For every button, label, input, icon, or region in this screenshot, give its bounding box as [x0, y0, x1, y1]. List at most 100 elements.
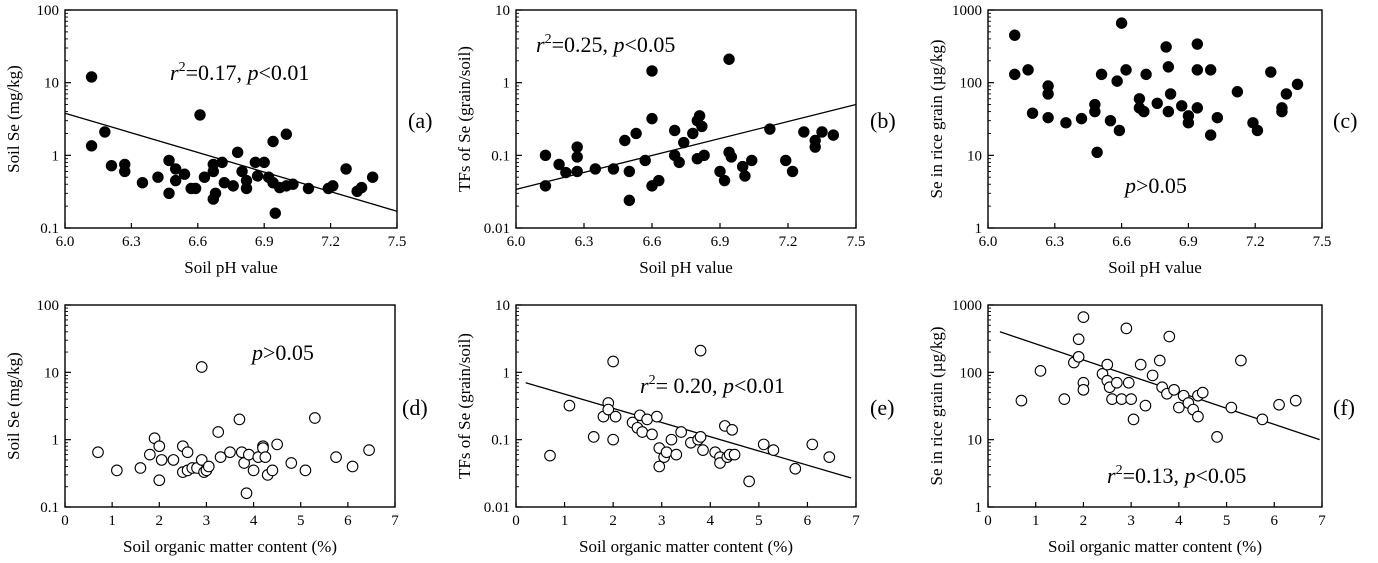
plot-frame: [987, 304, 1323, 508]
data-point: [1225, 401, 1238, 414]
data-point: [1276, 105, 1288, 118]
data-point: [287, 178, 299, 190]
data-point: [587, 431, 600, 443]
data-point: [119, 165, 131, 178]
data-point: [673, 156, 685, 169]
data-point: [1095, 68, 1108, 81]
y-axis-label: Soil Se (mg/kg): [4, 65, 23, 173]
data-point: [271, 438, 283, 451]
data-point: [1034, 365, 1047, 377]
data-point: [1191, 38, 1204, 50]
data-point: [563, 399, 576, 412]
data-point: [1146, 369, 1159, 382]
y-tick-label: 100: [37, 3, 60, 19]
data-point: [195, 361, 208, 373]
data-point: [646, 428, 658, 441]
data-point: [609, 410, 622, 423]
data-point: [330, 451, 342, 463]
data-point: [1173, 401, 1185, 414]
y-tick-label: 100: [37, 298, 60, 314]
panel-label: (b): [870, 108, 896, 133]
panel-a: 6.0 6.3 6.6 6.9 7.2 7.5 0.1 1 10 100 Soil pH value…: [4, 3, 432, 277]
data-point: [1164, 88, 1177, 100]
y-tick-label: 10: [967, 433, 982, 449]
data-point: [1058, 393, 1071, 405]
x-tick-label: 4: [707, 513, 715, 529]
y-tick-label: 0.01: [484, 500, 510, 516]
data-point: [155, 454, 168, 466]
y-tick-label: 100: [960, 76, 983, 92]
y-tick-label: 0.1: [40, 500, 59, 516]
data-point: [668, 124, 681, 137]
data-point: [660, 446, 673, 459]
data-point: [1122, 376, 1135, 389]
data-point: [646, 112, 658, 125]
data-point: [764, 123, 776, 135]
x-tick-label: 2: [1080, 513, 1088, 529]
data-point: [1251, 124, 1264, 137]
data-point: [623, 194, 636, 207]
x-tick-label: 6.0: [979, 234, 998, 250]
data-point: [169, 174, 182, 187]
data-point: [1291, 78, 1304, 90]
data-point: [602, 403, 615, 416]
data-point: [111, 464, 123, 477]
data-point: [258, 156, 270, 169]
y-tick-label: 10: [495, 298, 510, 314]
data-point: [789, 462, 802, 475]
x-tick-label: 7.2: [1246, 234, 1265, 250]
data-point: [723, 53, 735, 65]
y-tick-label: 1000: [952, 3, 982, 19]
data-point: [233, 413, 246, 426]
data-point: [670, 448, 683, 461]
y-tick-label: 1: [503, 76, 511, 92]
plot-frame: [64, 9, 398, 229]
data-point: [1110, 376, 1123, 389]
y-tick-label: 0.1: [40, 221, 59, 237]
x-tick-label: 6.9: [1179, 234, 1198, 250]
data-point: [269, 207, 281, 219]
data-point: [806, 438, 819, 451]
data-point: [1289, 394, 1302, 407]
data-point: [1113, 124, 1126, 137]
data-point: [1077, 311, 1090, 324]
stat-annotation: p>0.05: [1123, 173, 1187, 198]
y-tick-label: 1: [52, 433, 60, 449]
data-point: [798, 126, 810, 138]
x-axis-label: Soil pH value: [639, 258, 733, 277]
data-point: [302, 182, 315, 195]
x-tick-label: 6.9: [711, 234, 730, 250]
data-point: [544, 449, 556, 462]
data-point: [827, 129, 840, 141]
data-point: [1072, 333, 1085, 346]
y-tick-label: 1000: [952, 298, 982, 314]
data-point: [1211, 431, 1223, 443]
data-point: [1120, 322, 1133, 335]
panel-label: (e): [870, 395, 894, 420]
x-tick-label: 7.5: [847, 234, 866, 250]
plot-frame: [515, 9, 857, 229]
data-point: [718, 174, 731, 187]
data-point: [1162, 61, 1175, 73]
x-tick-label: 5: [297, 513, 305, 529]
data-point: [1075, 112, 1088, 125]
data-point: [743, 475, 755, 488]
x-axis-label: Soil organic matter content (%): [579, 537, 793, 556]
data-point: [355, 181, 368, 194]
data-point: [1104, 114, 1117, 127]
data-point: [136, 177, 149, 189]
data-point: [195, 454, 208, 466]
x-tick-label: 7: [391, 513, 399, 529]
data-point: [181, 446, 194, 459]
data-point: [694, 431, 707, 443]
data-point: [267, 135, 279, 148]
data-point: [694, 344, 707, 357]
y-tick-label: 1: [52, 148, 60, 164]
data-point: [1280, 88, 1293, 100]
x-tick-label: 6.0: [56, 234, 75, 250]
data-point: [571, 141, 583, 153]
data-point: [85, 140, 98, 152]
panel-d: 0 1 2 3 4 5 6 7 0.1 1 10 100 Soil organic matter con…: [4, 298, 428, 556]
data-point: [207, 193, 219, 205]
